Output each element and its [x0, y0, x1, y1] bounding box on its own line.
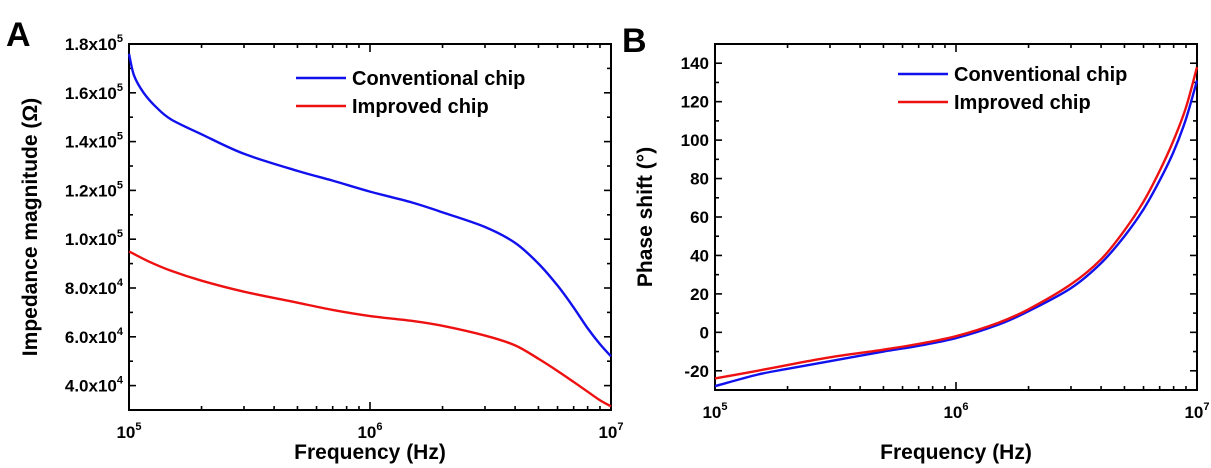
panel-b-x-tick-label: 106: [943, 401, 968, 422]
panel-b-y-tick-label: 100: [681, 131, 709, 150]
panel-a-series-conventional-line: [127, 53, 612, 358]
panel-b-y-tick-label: 120: [681, 93, 709, 112]
panel-b-legend-label-conventional: Conventional chip: [954, 64, 1127, 86]
panel-b-legend: Conventional chip Improved chip: [898, 64, 1127, 114]
panel-b: B -20 0 20 40 60 80 100 120 140 105 106 107 Convent…: [622, 22, 1210, 464]
panel-b-y-tick-label: 20: [690, 285, 709, 304]
panel-a-x-tick-label: 107: [598, 421, 623, 442]
panel-b-y-tick-label: 0: [700, 323, 709, 342]
panel-a-y-tick-label: 1.2x105: [65, 179, 123, 200]
panel-b-x-axis-title: Frequency (Hz): [880, 441, 1032, 464]
panel-b-series-conventional-line: [714, 80, 1199, 388]
panel-a-y-tick-label: 8.0x104: [65, 277, 124, 298]
panel-b-y-tick-label: 140: [681, 54, 709, 73]
panel-a-y-axis-title: Impedance magnitude (Ω): [19, 98, 42, 356]
panel-b-y-tick-label: -20: [684, 362, 709, 381]
panel-b-y-tick-label: 40: [690, 246, 709, 265]
panel-a-legend-label-conventional: Conventional chip: [352, 68, 525, 90]
panel-a-legend-label-improved: Improved chip: [352, 96, 489, 118]
panel-a-y-tick-label: 6.0x104: [65, 326, 124, 347]
panel-a: A 4.0x104 6.0x104 8.0x104 1.0x105 1.2x105 1.4…: [6, 16, 624, 464]
panel-a-legend: Conventional chip Improved chip: [296, 68, 525, 118]
panel-b-series: [714, 66, 1199, 388]
panel-b-y-axis-title: Phase shift (°): [634, 147, 657, 287]
panel-b-y-tick-label: 80: [690, 170, 709, 189]
panel-b-letter: B: [622, 22, 647, 60]
panel-b-legend-label-improved: Improved chip: [954, 92, 1091, 114]
panel-a-ticks: 4.0x104 6.0x104 8.0x104 1.0x105 1.2x105 1.4x1…: [65, 33, 624, 442]
panel-a-x-tick-label: 106: [357, 421, 382, 442]
panel-b-series-improved-line: [714, 66, 1199, 380]
panel-a-y-tick-label: 1.0x105: [65, 228, 123, 249]
panel-b-y-tick-label: 60: [690, 208, 709, 227]
panel-b-ticks: -20 0 20 40 60 80 100 120 140 105 106 107: [681, 44, 1210, 422]
panel-b-x-tick-label: 107: [1184, 401, 1209, 422]
panel-a-series: [127, 53, 612, 408]
panel-a-series-improved-line: [128, 250, 612, 408]
panel-a-y-tick-label: 1.6x105: [65, 82, 123, 103]
panel-a-x-axis-title: Frequency (Hz): [294, 441, 446, 464]
panel-a-x-tick-label: 105: [116, 421, 141, 442]
panel-a-letter: A: [6, 16, 31, 54]
panel-a-y-tick-label: 1.4x105: [65, 131, 123, 152]
panel-a-y-tick-label: 1.8x105: [65, 33, 123, 54]
panel-a-y-tick-label: 4.0x104: [65, 375, 124, 396]
panel-b-x-tick-label: 105: [702, 401, 727, 422]
